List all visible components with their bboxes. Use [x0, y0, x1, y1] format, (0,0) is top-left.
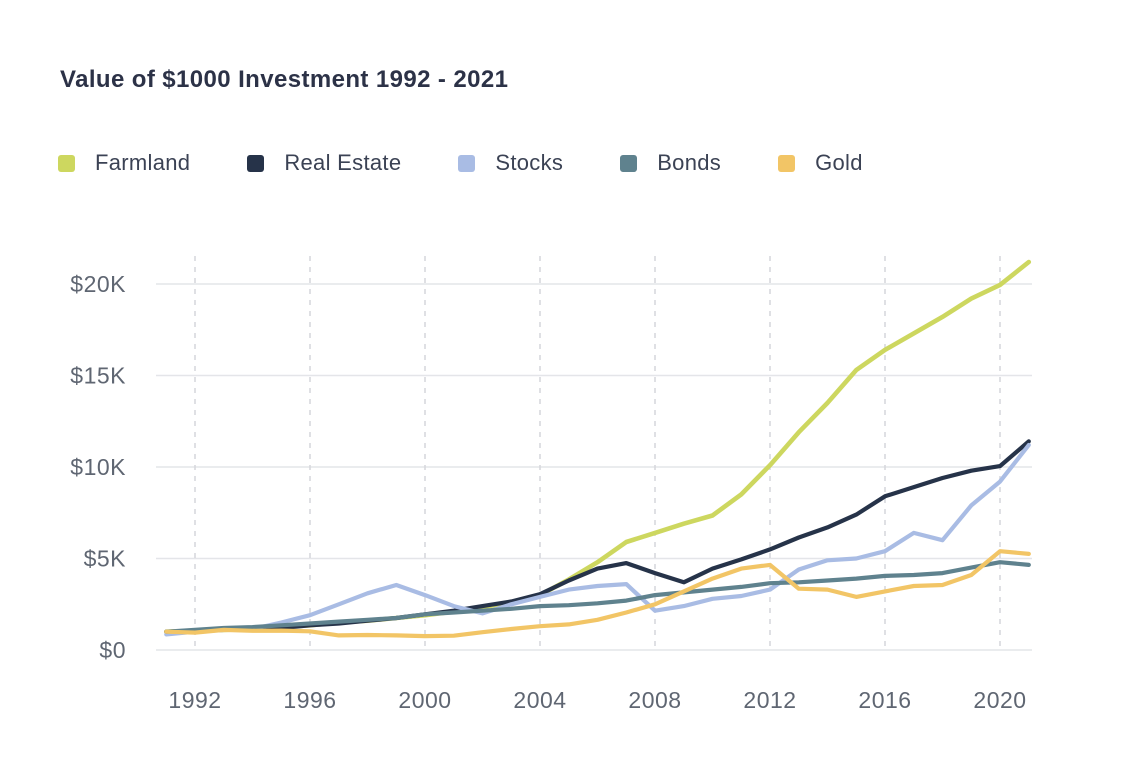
x-axis-tick-label: 1992: [168, 687, 221, 713]
chart-legend: Farmland Real Estate Stocks Bonds Gold: [58, 150, 863, 176]
series-line-gold: [164, 549, 1031, 639]
legend-label-gold: Gold: [815, 150, 863, 175]
legend-item-gold: Gold: [778, 150, 863, 176]
x-axis-tick-label: 2016: [858, 687, 911, 713]
gold-swatch-icon: [778, 154, 796, 172]
legend-item-stocks: Stocks: [458, 150, 563, 176]
legend-label-stocks: Stocks: [495, 150, 564, 175]
x-axis-tick-label: 2000: [398, 687, 451, 713]
y-axis-tick-label: $5K: [84, 546, 127, 572]
legend-item-bonds: Bonds: [620, 150, 721, 176]
y-axis-tick-label: $10K: [70, 454, 126, 480]
y-axis-tick-label: $15K: [70, 363, 126, 389]
x-axis-tick-label: 2020: [973, 687, 1026, 713]
legend-label-real-estate: Real Estate: [284, 150, 402, 175]
x-axis-tick-label: 1996: [283, 687, 336, 713]
legend-label-bonds: Bonds: [657, 150, 722, 175]
x-axis-tick-label: 2004: [513, 687, 566, 713]
legend-label-farmland: Farmland: [95, 150, 191, 175]
stocks-swatch-icon: [458, 154, 476, 172]
real-estate-swatch-icon: [247, 154, 265, 172]
x-axis-tick-label: 2012: [743, 687, 796, 713]
bonds-swatch-icon: [620, 154, 638, 172]
legend-item-real-estate: Real Estate: [247, 150, 401, 176]
farmland-swatch-icon: [58, 154, 75, 172]
chart-title: Value of $1000 Investment 1992 - 2021: [60, 66, 509, 93]
y-axis-tick-label: $20K: [70, 271, 126, 297]
legend-item-farmland: Farmland: [58, 150, 190, 176]
x-axis-tick-label: 2008: [628, 687, 681, 713]
y-axis-tick-label: $0: [99, 637, 126, 663]
series-line-stocks: [164, 442, 1031, 637]
series-line-bonds: [164, 560, 1031, 634]
